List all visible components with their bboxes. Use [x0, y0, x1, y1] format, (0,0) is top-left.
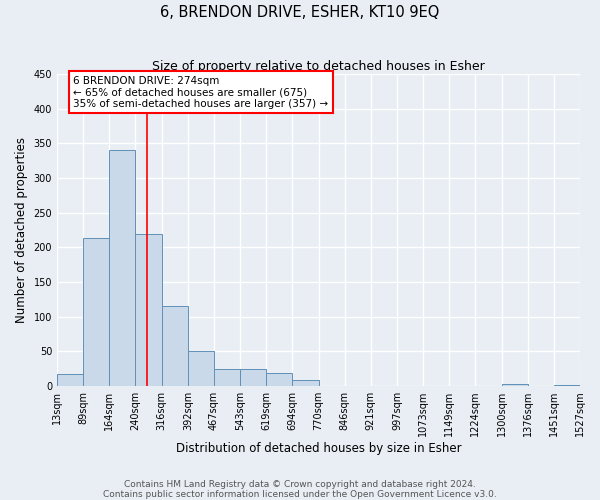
Bar	[109, 150, 136, 386]
Title: Size of property relative to detached houses in Esher: Size of property relative to detached ho…	[152, 60, 485, 73]
Text: 6, BRENDON DRIVE, ESHER, KT10 9EQ: 6, BRENDON DRIVE, ESHER, KT10 9EQ	[160, 5, 440, 20]
Bar	[554, 384, 580, 386]
Text: 6 BRENDON DRIVE: 274sqm
← 65% of detached houses are smaller (675)
35% of semi-d: 6 BRENDON DRIVE: 274sqm ← 65% of detache…	[73, 76, 328, 109]
Bar	[57, 374, 83, 386]
Bar	[266, 373, 292, 386]
Bar	[136, 234, 162, 386]
Y-axis label: Number of detached properties: Number of detached properties	[15, 137, 28, 323]
Bar	[502, 384, 528, 386]
Bar	[83, 238, 109, 386]
X-axis label: Distribution of detached houses by size in Esher: Distribution of detached houses by size …	[176, 442, 461, 455]
Bar	[292, 380, 319, 386]
Bar	[240, 370, 266, 386]
Bar	[214, 368, 240, 386]
Bar	[188, 352, 214, 386]
Text: Contains HM Land Registry data © Crown copyright and database right 2024.
Contai: Contains HM Land Registry data © Crown c…	[103, 480, 497, 499]
Bar	[162, 306, 188, 386]
